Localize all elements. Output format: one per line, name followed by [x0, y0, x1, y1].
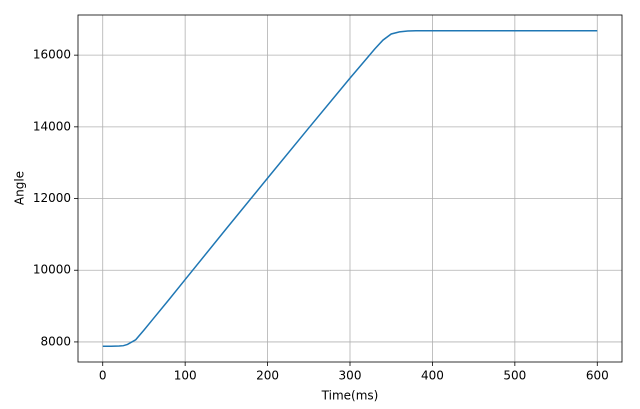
x-tick-label: 300 [339, 369, 362, 383]
x-tick-label: 200 [256, 369, 279, 383]
x-tick-label: 400 [421, 369, 444, 383]
x-tick-label: 100 [174, 369, 197, 383]
x-tick-label: 0 [99, 369, 107, 383]
y-tick-label: 10000 [33, 263, 71, 277]
y-tick-label: 16000 [33, 48, 71, 62]
plot-frame [77, 14, 623, 363]
x-tick-label: 600 [586, 369, 609, 383]
data-line [102, 30, 598, 347]
x-tick-label: 500 [503, 369, 526, 383]
y-axis-label: Angle [13, 171, 27, 205]
x-axis-label: Time(ms) [321, 389, 379, 403]
y-tick-label: 14000 [33, 119, 71, 133]
y-tick-label: 12000 [33, 191, 71, 205]
y-tick-label: 8000 [40, 334, 71, 348]
